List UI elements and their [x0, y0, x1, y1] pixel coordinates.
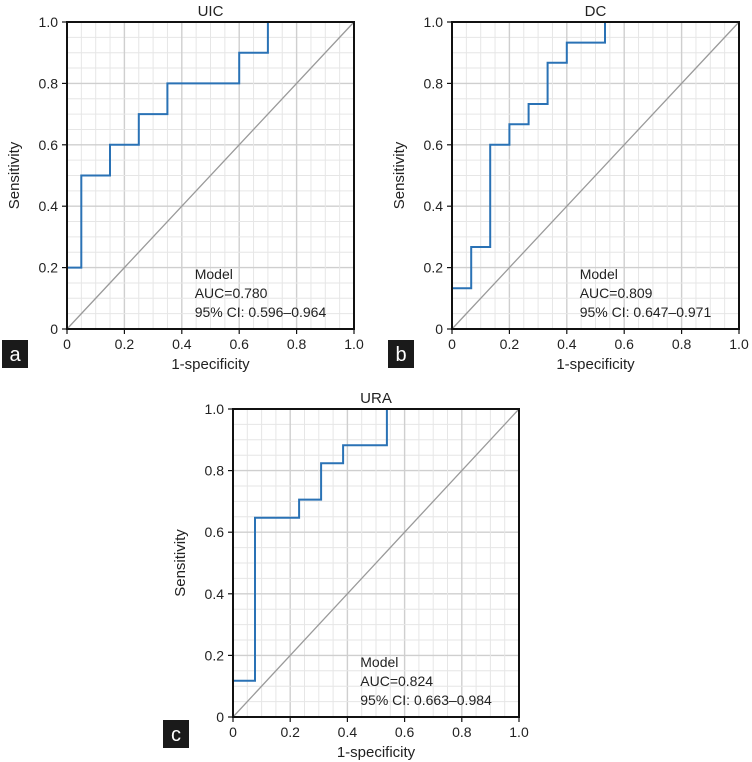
plot-frame: [451, 21, 740, 330]
y-tick-label: 1.0: [205, 401, 225, 417]
x-tick-label: 0.8: [287, 336, 307, 352]
reference-diagonal-line: [66, 21, 355, 330]
x-tick-label: 0.8: [452, 724, 472, 740]
y-tick-label: 0.6: [424, 137, 444, 153]
y-tick-label: 0.4: [39, 198, 59, 214]
y-tick-label: 0.4: [205, 586, 225, 602]
legend-line: 95% CI: 0.596–0.964: [195, 304, 327, 320]
panel-letter: c: [171, 724, 181, 746]
reference-diagonal-line: [451, 21, 740, 330]
y-tick-label: 0.8: [424, 75, 444, 91]
y-tick-label: 0: [216, 709, 224, 725]
x-tick-label: 1.0: [344, 336, 364, 352]
y-tick-label: 0.2: [424, 260, 444, 276]
x-axis-label: 1-specificity: [337, 744, 416, 761]
y-tick-label: 0.2: [39, 260, 59, 276]
y-tick-label: 0: [435, 321, 443, 337]
y-tick-label: 0.4: [424, 198, 444, 214]
y-tick-label: 0: [50, 321, 58, 337]
x-tick-label: 0.6: [614, 336, 634, 352]
y-axis-label: Sensitivity: [391, 141, 408, 209]
roc-curve-line: [66, 21, 354, 329]
reference-diagonal-line: [232, 408, 520, 718]
panel-letter-badge: [2, 340, 28, 368]
y-tick-label: 0.2: [205, 647, 225, 663]
legend-line: Model: [195, 266, 233, 282]
x-tick-label: 0: [229, 724, 237, 740]
x-tick-label: 1.0: [729, 336, 749, 352]
legend-line: AUC=0.824: [360, 673, 433, 689]
x-axis-label: 1-specificity: [556, 356, 635, 373]
panel-letter: a: [9, 344, 21, 366]
x-tick-label: 0.2: [500, 336, 520, 352]
x-axis-label: 1-specificity: [171, 356, 250, 373]
y-tick-label: 0.8: [39, 75, 59, 91]
x-tick-label: 0.6: [395, 724, 415, 740]
y-axis-label: Sensitivity: [6, 141, 23, 209]
y-tick-label: 1.0: [39, 14, 59, 30]
y-axis-label: Sensitivity: [172, 529, 189, 597]
panel-letter: b: [395, 344, 406, 366]
legend-line: Model: [580, 266, 618, 282]
x-tick-label: 0.2: [115, 336, 135, 352]
x-tick-label: 0.6: [229, 336, 249, 352]
x-tick-label: 0: [63, 336, 71, 352]
roc-curve-line: [451, 21, 739, 329]
x-tick-label: 0.4: [557, 336, 577, 352]
x-tick-label: 0.4: [338, 724, 358, 740]
y-tick-label: 0.6: [205, 524, 225, 540]
legend-line: Model: [360, 654, 398, 670]
panel-letter-badge: [163, 720, 189, 748]
plot-frame: [232, 408, 520, 718]
y-tick-label: 0.6: [39, 137, 59, 153]
y-tick-label: 0.8: [205, 463, 225, 479]
panel-letter-badge: [388, 340, 414, 368]
y-tick-label: 1.0: [424, 14, 444, 30]
roc-panel-a: 0 0.2 0.4 0.6 0.8 1.0 0 0.2 0.4 0.6 0.8 1.0 UIC 1-spe…: [2, 3, 364, 373]
x-tick-label: 1.0: [509, 724, 529, 740]
roc-panel-c: 0 0.2 0.4 0.6 0.8 1.0 0 0.2 0.4 0.6 0.8 1.0 URA 1-spe…: [163, 390, 529, 761]
chart-title: DC: [585, 3, 607, 20]
x-tick-label: 0: [448, 336, 456, 352]
legend-line: AUC=0.780: [195, 285, 268, 301]
roc-panel-b: 0 0.2 0.4 0.6 0.8 1.0 0 0.2 0.4 0.6 0.8 1.0 DC 1-spec…: [388, 3, 749, 373]
chart-title: UIC: [198, 3, 224, 20]
x-tick-label: 0.4: [172, 336, 192, 352]
x-tick-label: 0.2: [280, 724, 300, 740]
roc-curve-line: [232, 408, 519, 717]
x-tick-label: 0.8: [672, 336, 692, 352]
legend-line: 95% CI: 0.647–0.971: [580, 304, 712, 320]
legend-line: AUC=0.809: [580, 285, 653, 301]
plot-frame: [66, 21, 355, 330]
chart-title: URA: [360, 390, 392, 407]
legend-line: 95% CI: 0.663–0.984: [360, 692, 492, 708]
